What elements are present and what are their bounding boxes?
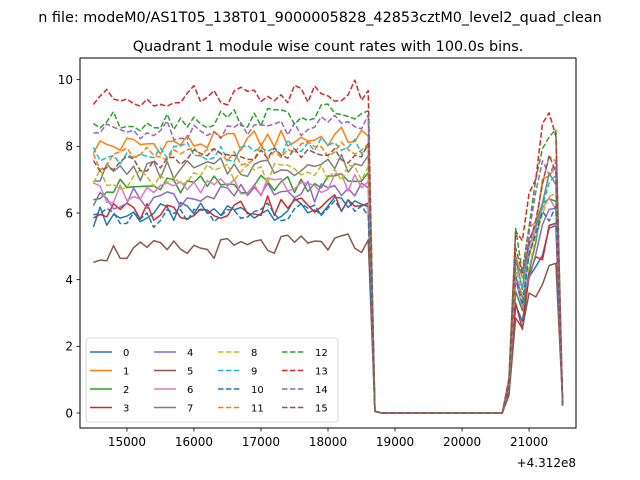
x-offset-label: +4.312e8 bbox=[517, 456, 576, 470]
series-line-13 bbox=[92, 79, 564, 414]
series-group bbox=[92, 79, 564, 414]
y-tick-label: 6 bbox=[65, 206, 73, 220]
legend-box bbox=[85, 337, 339, 423]
legend-label-11: 11 bbox=[251, 404, 264, 415]
legend-label-13: 13 bbox=[315, 367, 328, 378]
x-tick-label: 19000 bbox=[376, 435, 414, 449]
x-tick-label: 18000 bbox=[309, 435, 347, 449]
legend-label-4: 4 bbox=[187, 348, 193, 359]
series-line-12 bbox=[92, 103, 564, 414]
chart-title: Quadrant 1 module wise count rates with … bbox=[133, 39, 524, 55]
y-tick-label: 2 bbox=[65, 340, 73, 354]
legend-label-5: 5 bbox=[187, 367, 193, 378]
legend-label-10: 10 bbox=[251, 385, 264, 396]
legend-label-14: 14 bbox=[315, 385, 328, 396]
legend-label-3: 3 bbox=[123, 404, 129, 415]
y-tick-label: 8 bbox=[65, 140, 73, 154]
x-tick-label: 16000 bbox=[175, 435, 213, 449]
x-tick-label: 15000 bbox=[108, 435, 146, 449]
y-tick-label: 4 bbox=[65, 273, 73, 287]
plot-area bbox=[92, 79, 564, 414]
y-tick-label: 10 bbox=[58, 73, 73, 87]
legend-label-6: 6 bbox=[187, 385, 193, 396]
legend-label-0: 0 bbox=[123, 348, 129, 359]
x-tick-label: 20000 bbox=[443, 435, 481, 449]
x-axis: 15000 16000 17000 18000 19000 20000 21000 bbox=[108, 428, 548, 449]
x-tick-label: 17000 bbox=[242, 435, 280, 449]
y-axis: 0 2 4 6 8 10 bbox=[58, 73, 80, 420]
series-line-10 bbox=[93, 198, 564, 414]
y-tick-label: 0 bbox=[65, 406, 73, 420]
figure-suptitle: n file: modeM0/AS1T05_138T01_9000005828_… bbox=[38, 10, 602, 26]
series-line-15 bbox=[92, 143, 564, 414]
legend-label-12: 12 bbox=[315, 348, 328, 359]
legend-label-2: 2 bbox=[123, 385, 129, 396]
x-tick-label: 21000 bbox=[510, 435, 548, 449]
legend-label-1: 1 bbox=[123, 367, 129, 378]
legend-label-9: 9 bbox=[251, 367, 257, 378]
series-line-14 bbox=[93, 114, 564, 414]
legend-label-15: 15 bbox=[315, 404, 328, 415]
legend-label-8: 8 bbox=[251, 348, 257, 359]
legend-label-7: 7 bbox=[187, 404, 193, 415]
